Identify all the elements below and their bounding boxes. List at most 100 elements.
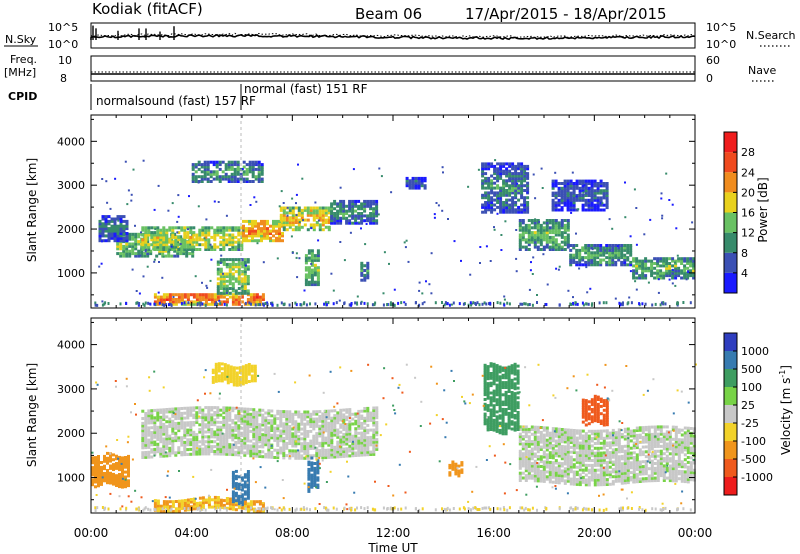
power-cell xyxy=(170,242,174,246)
velocity-cell xyxy=(189,426,193,429)
power-cell xyxy=(407,260,410,263)
power-cell xyxy=(333,202,337,206)
velocity-cell xyxy=(180,438,184,442)
power-cell xyxy=(505,172,509,176)
nave-right-bottom: 0 xyxy=(706,72,713,85)
velocity-cell xyxy=(324,429,328,433)
velocity-cell xyxy=(297,454,301,458)
power-cell xyxy=(408,181,412,185)
power-cell xyxy=(242,227,245,231)
velocity-cell xyxy=(219,413,223,417)
power-cell xyxy=(234,228,238,232)
power-cell xyxy=(514,191,518,195)
velocity-cell xyxy=(180,424,184,428)
power-cell xyxy=(198,293,202,297)
power-cell xyxy=(222,245,226,249)
power-cell xyxy=(228,262,232,266)
velocity-cell xyxy=(237,438,241,442)
velocity-cell xyxy=(539,465,543,468)
velocity-cell xyxy=(318,419,322,423)
velocity-cell xyxy=(539,455,543,459)
velocity-cell xyxy=(599,471,603,475)
power-cell xyxy=(153,238,157,242)
velocity-cell xyxy=(563,452,567,456)
velocity-cell xyxy=(342,442,346,446)
power-cell xyxy=(318,216,322,220)
power-cell xyxy=(576,302,579,306)
power-cell xyxy=(487,191,491,195)
velocity-cell xyxy=(569,467,573,471)
power-cell xyxy=(617,248,621,252)
power-cell xyxy=(587,256,591,260)
power-cell xyxy=(291,221,295,224)
power-cell xyxy=(369,207,373,211)
power-cell xyxy=(297,218,301,222)
power-cell xyxy=(575,182,579,185)
power-cell xyxy=(608,256,612,260)
power-cell xyxy=(566,191,570,195)
power-cell xyxy=(508,164,512,168)
velocity-cell xyxy=(201,447,205,451)
power-cell xyxy=(650,262,654,265)
velocity-cell xyxy=(321,448,325,452)
power-cell xyxy=(587,191,591,195)
power-cell xyxy=(569,198,573,202)
power-cell xyxy=(216,270,220,274)
power-cell xyxy=(563,196,567,200)
power-cell xyxy=(316,275,320,279)
power-cell xyxy=(98,236,102,240)
velocity-cell xyxy=(189,411,193,415)
power-cell xyxy=(366,273,370,277)
power-cell xyxy=(199,303,202,307)
power-cell xyxy=(220,254,223,257)
velocity-cell xyxy=(354,451,358,455)
power-cell xyxy=(183,238,187,242)
velocity-cell xyxy=(174,417,178,421)
power-cell xyxy=(469,273,472,276)
velocity-cell xyxy=(587,468,591,472)
velocity-cell xyxy=(180,411,184,415)
power-cell xyxy=(251,236,254,240)
power-cell xyxy=(192,248,196,251)
power-cell xyxy=(216,287,220,290)
power-cell xyxy=(165,235,169,239)
power-cell xyxy=(313,258,317,262)
velocity-cell xyxy=(524,435,528,439)
velocity-cell xyxy=(342,437,346,441)
velocity-cell xyxy=(587,463,591,467)
velocity-cell xyxy=(336,440,340,444)
power-cell xyxy=(351,202,355,206)
power-cell xyxy=(119,242,123,246)
velocity-cell xyxy=(204,413,208,417)
power-cell xyxy=(204,228,208,232)
power-cell xyxy=(236,160,240,164)
velocity-cell xyxy=(629,432,633,436)
power-cell xyxy=(101,300,104,303)
power-cell xyxy=(493,191,497,195)
power-cell xyxy=(460,259,462,262)
power-cell xyxy=(366,302,369,306)
velocity-cell xyxy=(354,446,358,450)
velocity-cell xyxy=(539,472,543,476)
power-cell xyxy=(366,204,370,208)
power-cell xyxy=(499,208,503,212)
power-cell xyxy=(360,221,364,225)
power-cell xyxy=(248,239,251,243)
power-cell xyxy=(234,235,238,239)
power-cell xyxy=(191,165,195,169)
velocity-cell xyxy=(156,430,160,434)
power-cell xyxy=(294,301,297,305)
velocity-cell xyxy=(548,439,552,442)
power-cell xyxy=(661,217,664,220)
power-cell xyxy=(599,248,603,252)
power-cell xyxy=(687,271,690,274)
power-cell xyxy=(294,228,298,232)
freq-unit-label: [MHz] xyxy=(4,66,36,79)
velocity-cell xyxy=(309,429,313,433)
power-cell xyxy=(584,184,588,188)
power-cell xyxy=(590,244,594,247)
power-cell xyxy=(614,248,618,252)
power-cell xyxy=(611,246,615,250)
velocity-cell xyxy=(611,475,615,479)
velocity-cell xyxy=(201,442,205,446)
